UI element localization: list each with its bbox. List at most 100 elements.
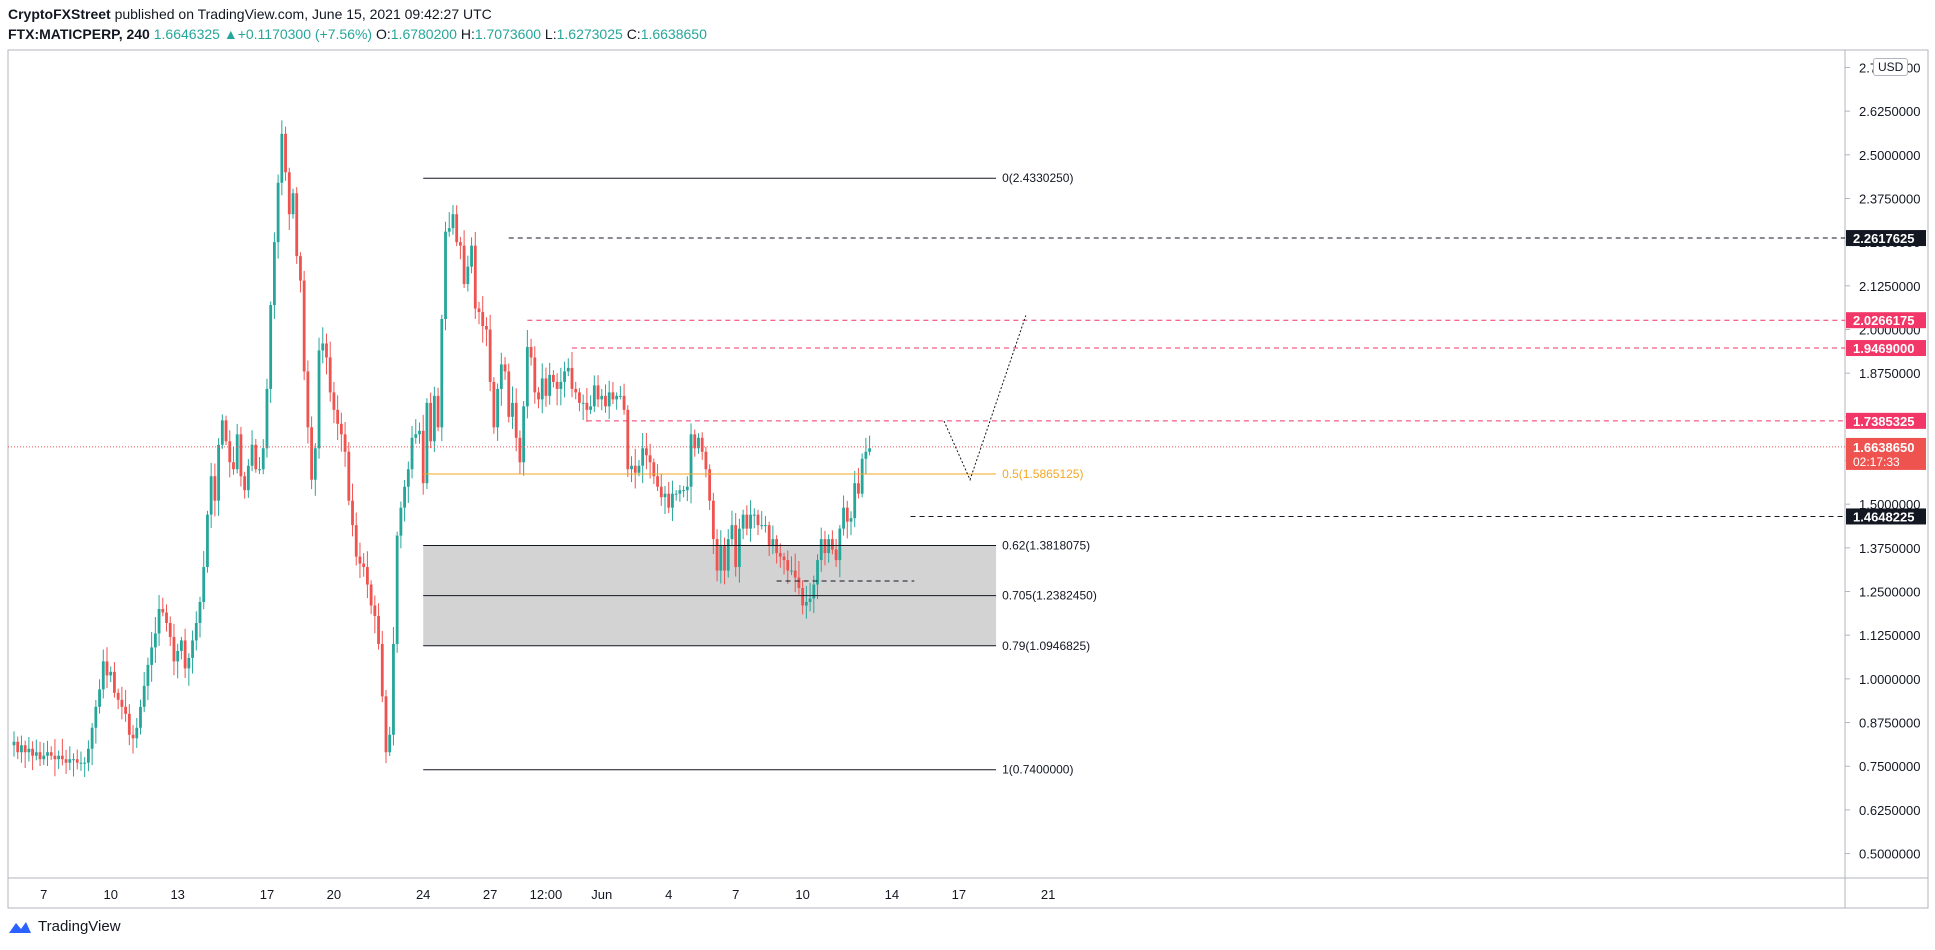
candle-body [406, 469, 410, 487]
symbol-label[interactable]: FTX:MATICPERP, 240 [8, 26, 150, 42]
candle-body [280, 133, 284, 183]
fib-level-label: 1(0.7400000) [1002, 763, 1073, 777]
candle-body [124, 706, 127, 714]
candle-body [79, 762, 83, 764]
candle-body [857, 483, 860, 494]
high-value: 1.7073600 [474, 26, 542, 42]
candle-body [726, 539, 730, 571]
time-tick-label: 4 [665, 887, 672, 902]
candle-body [499, 364, 503, 389]
candle-body [239, 434, 243, 477]
candle-body [87, 748, 90, 763]
candle-body [444, 231, 447, 320]
candle-body [362, 563, 366, 568]
candle-body [53, 755, 57, 760]
candle-body [339, 423, 343, 435]
price-badge-label: 1.9469000 [1853, 341, 1914, 356]
candle-body [648, 455, 652, 463]
time-tick-label: 10 [103, 887, 117, 902]
candle-body [377, 615, 380, 644]
candle-body [723, 546, 726, 571]
candle-body [518, 437, 522, 463]
time-tick-label: 10 [795, 887, 809, 902]
candle-body [674, 493, 678, 495]
candle-body [600, 395, 604, 400]
candle-body [403, 486, 406, 508]
candle-body [793, 570, 797, 578]
candle-body [399, 507, 403, 536]
candle-body [291, 193, 295, 215]
tradingview-logo-icon [9, 921, 31, 933]
candle-body [254, 444, 258, 470]
candle-body [645, 448, 648, 456]
candle-body [369, 584, 373, 606]
candle-body [537, 392, 540, 400]
candle-body [507, 371, 511, 417]
candle-body [187, 657, 191, 669]
price-chart[interactable]: 0.5000000 0.6250000 0.7500000 0.8750000 1.00… [0, 0, 1935, 910]
time-tick-label: 27 [483, 887, 497, 902]
fib-level-label: 0.79(1.0946825) [1002, 639, 1090, 653]
candle-body [429, 402, 433, 442]
candle-body [180, 640, 183, 651]
candle-body [250, 444, 254, 466]
candle-body [548, 374, 552, 396]
candle-body [470, 245, 473, 267]
candle-body [697, 437, 700, 449]
candle-body [172, 636, 176, 662]
candle-body [574, 388, 578, 393]
candle-body [243, 476, 247, 491]
candle-body [812, 584, 816, 599]
candle-body [38, 752, 42, 760]
currency-button[interactable]: USD [1873, 58, 1909, 76]
candle-body [570, 367, 574, 389]
candle-body [90, 727, 94, 749]
candle-body [325, 343, 328, 358]
candle-body [176, 650, 180, 662]
tradingview-footer[interactable]: TradingView [8, 918, 121, 935]
candle-body [23, 745, 27, 753]
candle-body [321, 343, 325, 351]
time-tick-label: 12:00 [530, 887, 563, 902]
candle-body [533, 357, 537, 393]
candle-body [410, 437, 414, 470]
candle-body [611, 392, 615, 400]
publisher-name[interactable]: CryptoFXStreet [8, 6, 111, 22]
candle-body [94, 706, 98, 728]
time-tick-label: 7 [732, 887, 739, 902]
candle-body [194, 622, 198, 641]
candle-body [473, 245, 477, 309]
candle-body [578, 392, 581, 403]
candle-body [503, 364, 507, 372]
close-value: 1.6638650 [640, 26, 707, 42]
current-price-badge [1846, 437, 1926, 470]
candle-body [618, 395, 622, 397]
candle-body [633, 465, 637, 473]
time-tick-label: 17 [260, 887, 274, 902]
candle-body [328, 357, 332, 393]
candle-body [853, 483, 857, 519]
candle-body [302, 280, 306, 372]
candle-body [827, 539, 831, 554]
price-tick-label: 1.3750000 [1859, 541, 1920, 556]
candle-body [637, 465, 641, 473]
price-tick-label: 1.8750000 [1859, 366, 1920, 381]
candle-body [131, 734, 135, 739]
candle-body [745, 514, 749, 529]
candle-body [771, 539, 775, 547]
candle-body [101, 661, 105, 690]
price-badge [1846, 340, 1926, 357]
candle-body [217, 444, 220, 501]
candle-body [206, 514, 209, 568]
price-tick-label: 2.5000000 [1859, 148, 1920, 163]
candle-body [202, 567, 206, 602]
candle-body [790, 570, 793, 572]
candle-body [83, 762, 87, 764]
candle-body [656, 476, 659, 487]
candle-body [671, 493, 674, 508]
candle-body [604, 395, 607, 407]
candle-body [842, 507, 845, 529]
candle-body [663, 493, 667, 498]
candle-body [544, 378, 548, 396]
candle-body [711, 500, 715, 540]
